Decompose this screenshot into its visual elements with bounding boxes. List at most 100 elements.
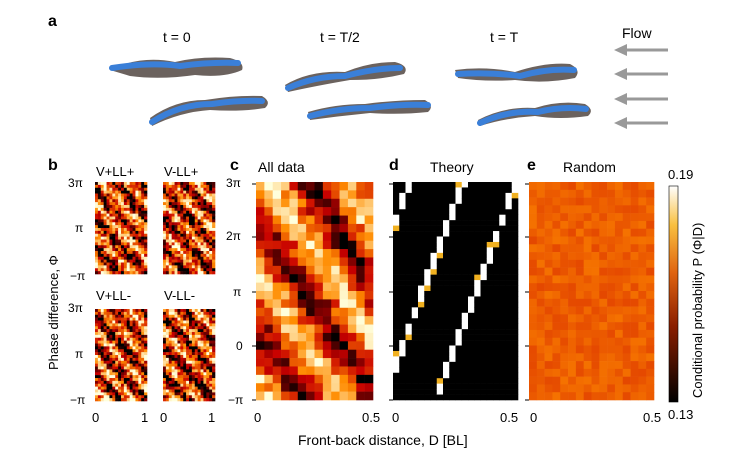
heatmap-cell	[646, 283, 655, 292]
heatmap-cell	[112, 372, 116, 376]
heatmap-cell	[212, 228, 216, 232]
heatmap-cell	[599, 337, 608, 346]
heatmap-cell	[186, 343, 190, 347]
heatmap-cell	[607, 252, 616, 261]
heatmap-cell	[100, 262, 104, 266]
heatmap-cell	[121, 193, 125, 197]
heatmap-cell	[430, 285, 438, 292]
heatmap-cell	[583, 283, 592, 292]
heatmap-cell	[200, 383, 204, 387]
heatmap-cell	[194, 236, 198, 240]
heatmap-cell	[163, 253, 167, 258]
heatmap-cell	[461, 367, 469, 374]
heatmap-cell	[100, 190, 104, 194]
heatmap-cell	[126, 184, 130, 189]
heatmap-cell	[331, 207, 340, 216]
heatmap-cell	[575, 205, 584, 214]
heatmap-cell	[511, 280, 519, 286]
heatmap-cell	[186, 314, 190, 318]
heatmap-cell	[126, 219, 130, 223]
heatmap-cell	[194, 343, 198, 347]
heatmap-cell	[103, 245, 107, 249]
heatmap-cell	[499, 340, 506, 346]
heatmap-cell	[200, 239, 204, 243]
heatmap-cell	[209, 392, 213, 396]
heatmap-cell	[183, 259, 187, 263]
heatmap-cell	[141, 245, 145, 249]
heatmap-cell	[486, 263, 494, 270]
heatmap-cell	[418, 182, 425, 188]
heatmap-cell	[209, 184, 213, 189]
heatmap-cell	[552, 368, 561, 377]
heatmap-cell	[177, 369, 181, 373]
heatmap-cell	[112, 265, 116, 269]
heatmap-cell	[163, 271, 167, 275]
heatmap-cell	[118, 357, 122, 362]
heatmap-cell	[607, 275, 616, 284]
heatmap-cell	[203, 378, 207, 382]
heatmap-cell	[297, 249, 307, 258]
heatmap-cell	[443, 394, 450, 401]
heatmap-cell	[95, 239, 99, 243]
heatmap-cell	[115, 337, 119, 341]
heatmap-cell	[552, 291, 561, 300]
heatmap-cell	[436, 329, 444, 335]
heatmap-cell	[430, 198, 438, 205]
heatmap-cell	[443, 389, 450, 395]
heatmap-cell	[163, 395, 167, 399]
heatmap-cell	[165, 193, 170, 197]
heatmap-cell	[393, 334, 400, 341]
heatmap-cell	[206, 375, 210, 379]
heatmap-cell	[112, 262, 116, 266]
heatmap-cell	[552, 283, 561, 292]
heatmap-cell	[614, 236, 624, 245]
heatmap-cell	[405, 345, 413, 352]
heatmap-cell	[132, 360, 136, 364]
heatmap-cell	[135, 360, 139, 364]
heatmap-cell	[206, 357, 210, 362]
heatmap-cell	[106, 343, 110, 347]
heatmap-cell	[109, 332, 113, 336]
heatmap-cell	[339, 374, 349, 384]
heatmap-cell	[97, 184, 102, 189]
heatmap-cell	[552, 376, 561, 385]
heatmap-cell	[393, 291, 400, 297]
heatmap-cell	[493, 198, 500, 205]
heatmap-cell	[123, 366, 128, 370]
heatmap-cell	[203, 256, 207, 260]
heatmap-cell	[132, 253, 136, 258]
heatmap-cell	[480, 182, 488, 188]
heatmap-cell	[418, 247, 425, 254]
heatmap-cell	[165, 389, 170, 393]
heatmap-cell	[177, 320, 181, 324]
heatmap-cell	[461, 307, 469, 314]
heatmap-cell	[552, 322, 561, 331]
heatmap-cell	[126, 343, 130, 347]
heatmap-cell	[297, 265, 307, 275]
heatmap-cell	[583, 337, 592, 346]
heatmap-cell	[468, 280, 475, 286]
heatmap-cell	[200, 233, 204, 237]
heatmap-cell	[109, 256, 113, 260]
heatmap-cell	[493, 356, 500, 363]
heatmap-cell	[135, 323, 139, 327]
heatmap-cell	[115, 355, 119, 359]
heatmap-cell	[163, 190, 167, 194]
heatmap-cell	[209, 187, 213, 191]
heatmap-cell	[209, 346, 213, 350]
heatmap-cell	[583, 329, 592, 339]
heatmap-cell	[144, 395, 148, 399]
heatmap-cell	[430, 361, 438, 368]
heatmap-cell	[163, 219, 167, 223]
heatmap-cell	[468, 182, 475, 188]
heatmap-cell	[106, 329, 110, 333]
heatmap-cell	[138, 225, 142, 229]
heatmap-cell	[115, 317, 119, 321]
heatmap-cell	[132, 228, 136, 232]
heatmap-cell	[191, 210, 196, 214]
heatmap-cell	[121, 337, 125, 341]
heatmap-cell	[177, 357, 181, 362]
heatmap-cell	[171, 236, 175, 240]
heatmap-cell	[186, 210, 190, 214]
heatmap-cell	[405, 356, 413, 363]
